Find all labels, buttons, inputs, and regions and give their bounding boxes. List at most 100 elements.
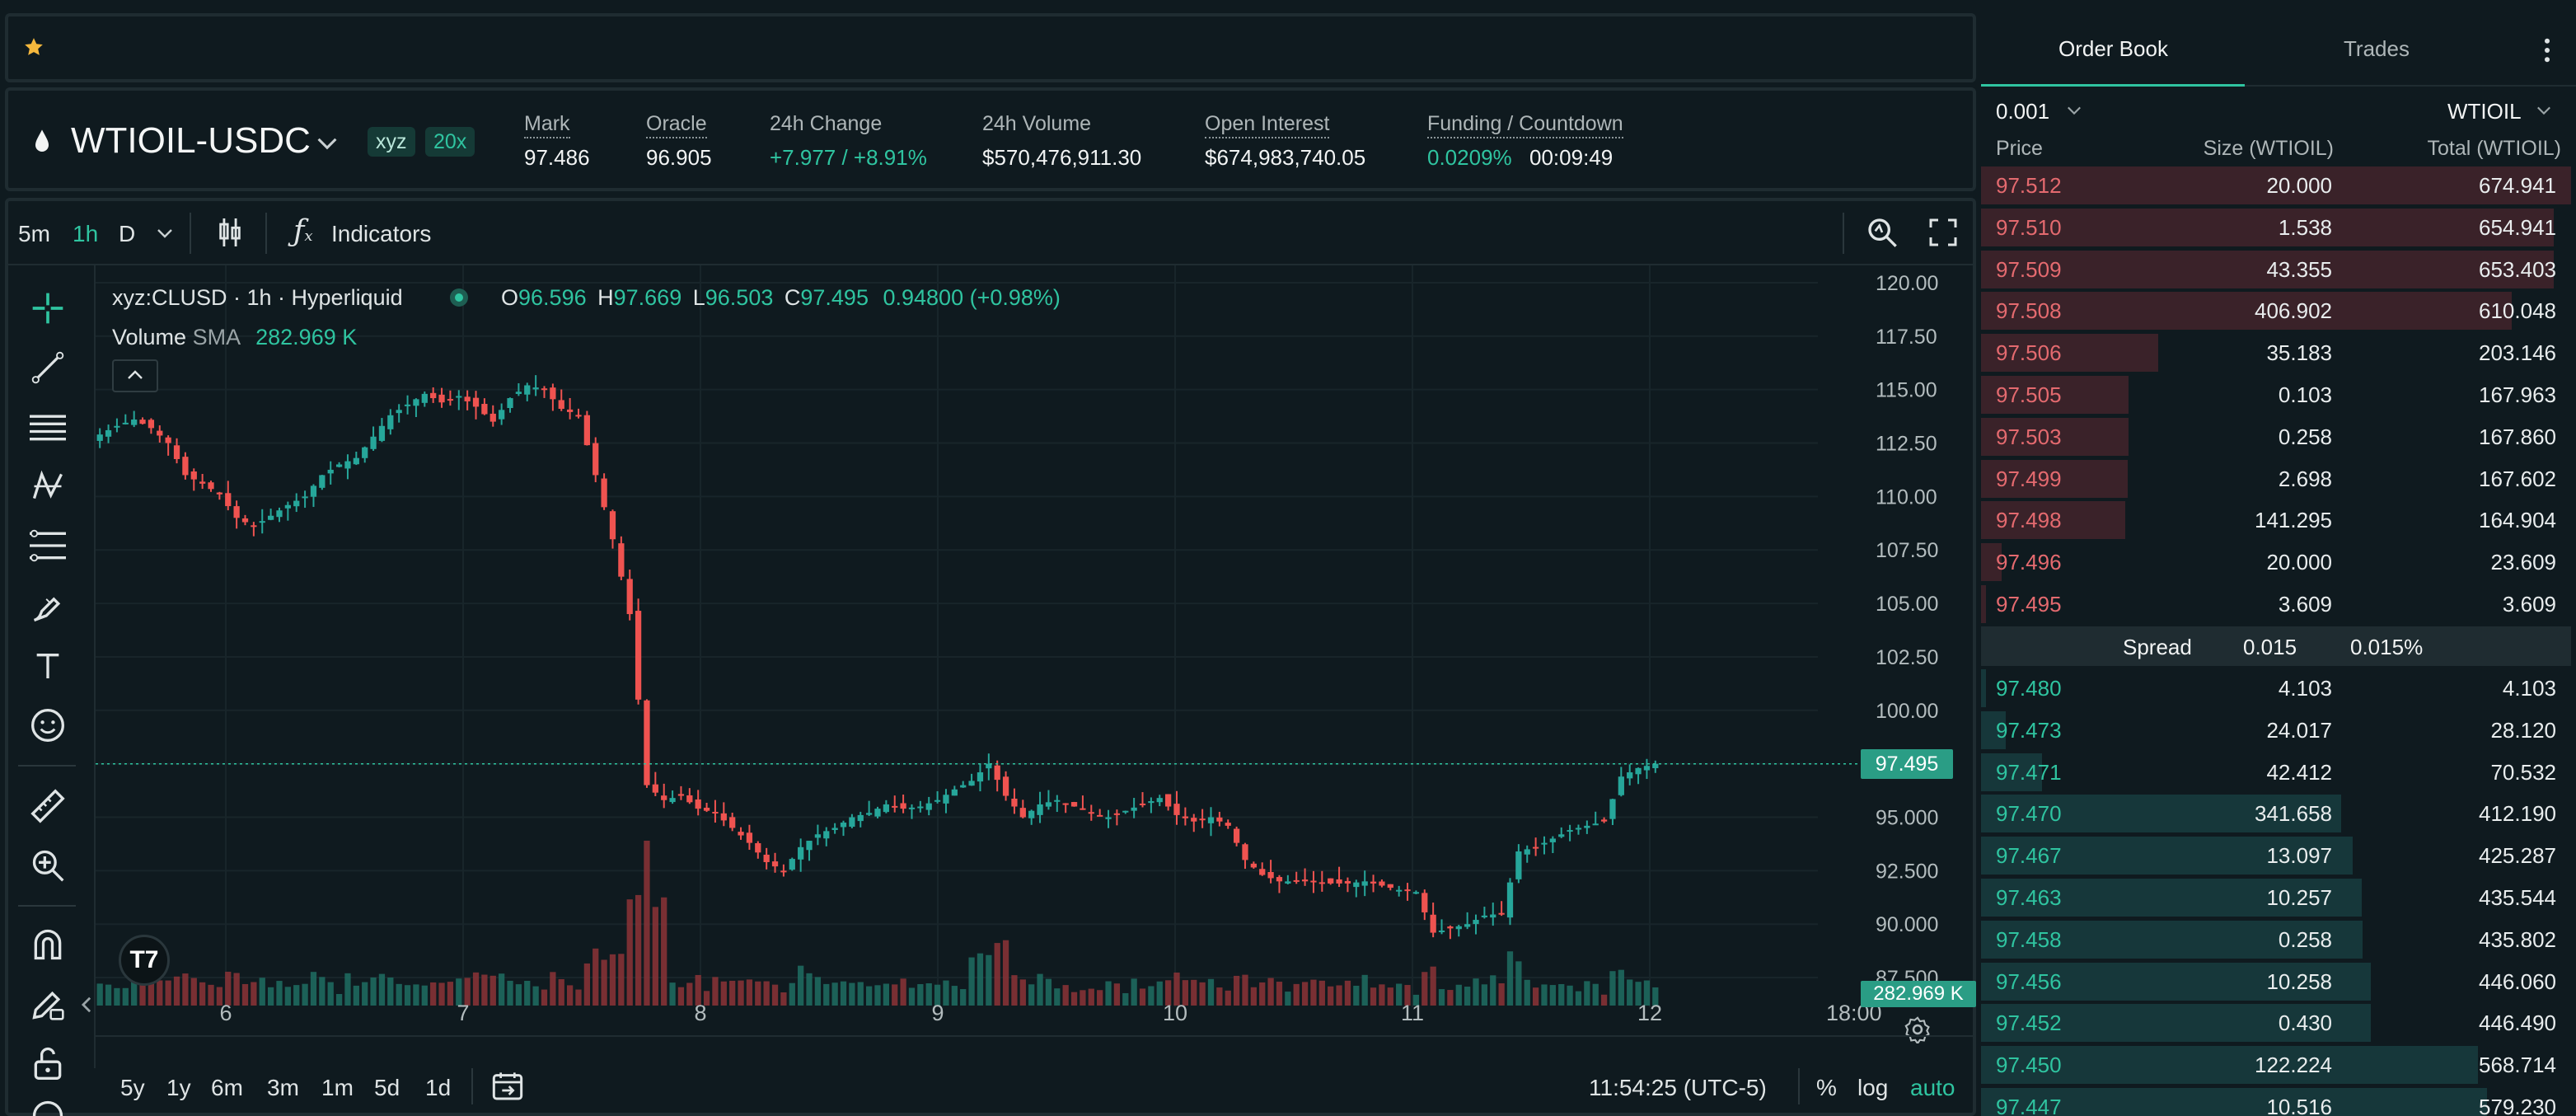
- ask-row[interactable]: 97.498 141.295 164.904: [1981, 499, 2571, 541]
- pattern-icon[interactable]: [25, 463, 71, 509]
- market-symbol[interactable]: WTIOIL-USDC: [71, 120, 311, 161]
- range-1d[interactable]: 1d: [425, 1075, 452, 1100]
- emoji-icon[interactable]: [25, 702, 71, 748]
- pencil-lock-icon[interactable]: [25, 981, 71, 1027]
- indicators-icon[interactable]: ƒx: [293, 214, 313, 248]
- bid-row[interactable]: 97.467 13.097 425.287: [1981, 835, 2571, 876]
- volume-bar: [1233, 975, 1240, 1006]
- crosshair-tool[interactable]: [25, 285, 71, 331]
- chart-clock[interactable]: 11:54:25 (UTC-5): [1589, 1075, 1767, 1100]
- ask-row[interactable]: 97.506 35.183 203.146: [1981, 332, 2571, 373]
- candle-style-icon[interactable]: [216, 216, 244, 249]
- eye-icon[interactable]: [25, 1093, 71, 1116]
- chevron-left-icon[interactable]: [81, 996, 92, 1014]
- candle-body: [1473, 920, 1479, 925]
- tab-trades[interactable]: Trades: [2344, 36, 2410, 61]
- more-options-icon[interactable]: [2543, 38, 2551, 63]
- log-scale-toggle[interactable]: log: [1857, 1075, 1889, 1100]
- interval-1h[interactable]: 1h: [73, 221, 99, 246]
- depth-bar: [1981, 543, 2002, 582]
- ask-row[interactable]: 97.503 0.258 167.860: [1981, 416, 2571, 457]
- order-total: 654.941: [2479, 214, 2556, 240]
- candle-body: [362, 447, 368, 458]
- text-tool-icon[interactable]: [25, 643, 71, 689]
- interval-5m[interactable]: 5m: [18, 221, 50, 246]
- candle-body: [225, 493, 232, 507]
- chevron-down-icon[interactable]: [316, 137, 338, 150]
- candle-body: [532, 387, 539, 390]
- ask-row[interactable]: 97.496 20.000 23.609: [1981, 542, 2571, 583]
- bid-row[interactable]: 97.470 341.658 412.190: [1981, 793, 2571, 834]
- order-total: 167.602: [2479, 466, 2556, 491]
- trendline-icon[interactable]: [25, 345, 71, 391]
- horizontal-lines-icon[interactable]: [25, 404, 71, 450]
- candle-body: [1259, 869, 1266, 875]
- volume-bar: [122, 987, 129, 1006]
- fullscreen-icon[interactable]: [1928, 218, 1958, 247]
- bid-row[interactable]: 97.480 4.103 4.103: [1981, 668, 2571, 709]
- chevron-down-icon[interactable]: [2536, 106, 2551, 115]
- candle-body: [1285, 881, 1291, 884]
- range-6m[interactable]: 6m: [211, 1075, 243, 1100]
- range-3m[interactable]: 3m: [267, 1075, 299, 1100]
- range-1y[interactable]: 1y: [166, 1075, 191, 1100]
- range-5y[interactable]: 5y: [120, 1075, 145, 1100]
- order-size: 35.183: [2266, 340, 2332, 366]
- candle-body: [1054, 799, 1061, 802]
- indicators-button[interactable]: Indicators: [331, 221, 432, 246]
- zoom-in-icon[interactable]: [25, 842, 71, 889]
- brush-icon[interactable]: [25, 584, 71, 630]
- order-size: 0.258: [2278, 926, 2332, 952]
- volume-sma-value: 282.969 K: [255, 325, 358, 349]
- unlock-icon[interactable]: [25, 1040, 71, 1086]
- ask-row[interactable]: 97.509 43.355 653.403: [1981, 249, 2571, 290]
- volume-bar: [251, 982, 257, 1006]
- interval-d[interactable]: D: [119, 221, 136, 246]
- y-tick-label: 117.50: [1876, 326, 1937, 349]
- tab-order-book[interactable]: Order Book: [2058, 36, 2168, 61]
- volume-bar: [1498, 983, 1505, 1006]
- percent-scale-toggle[interactable]: %: [1816, 1075, 1837, 1100]
- volume-bar: [1105, 981, 1112, 1006]
- auto-scale-toggle[interactable]: auto: [1910, 1075, 1955, 1100]
- bid-row[interactable]: 97.450 122.224 568.714: [1981, 1044, 2571, 1086]
- calendar-range-icon[interactable]: [491, 1070, 524, 1103]
- zoom-search-icon[interactable]: [1866, 216, 1899, 249]
- candle-body: [413, 399, 419, 406]
- candle-body: [669, 798, 676, 803]
- ruler-icon[interactable]: [25, 783, 71, 829]
- order-price: 97.456: [1996, 968, 2062, 994]
- magnet-icon[interactable]: [25, 921, 71, 968]
- fib-retracement-icon[interactable]: [25, 523, 71, 569]
- interval-chevron-icon[interactable]: [157, 227, 173, 239]
- bid-row[interactable]: 97.471 42.412 70.532: [1981, 752, 2571, 793]
- bid-row[interactable]: 97.447 10.516 579.230: [1981, 1086, 2571, 1116]
- chart-settings-icon[interactable]: [1904, 1015, 1932, 1043]
- bid-row[interactable]: 97.456 10.258 446.060: [1981, 961, 2571, 1002]
- chevron-down-icon[interactable]: [2067, 106, 2082, 115]
- ask-row[interactable]: 97.512 20.000 674.941: [1981, 165, 2571, 206]
- bid-row[interactable]: 97.458 0.258 435.802: [1981, 919, 2571, 960]
- volume-bar: [1011, 975, 1018, 1006]
- star-icon[interactable]: [23, 36, 44, 58]
- tick-size-select[interactable]: 0.001: [1996, 99, 2050, 124]
- ask-row[interactable]: 97.510 1.538 654.941: [1981, 207, 2571, 248]
- bid-row[interactable]: 97.452 0.430 446.490: [1981, 1002, 2571, 1043]
- ask-row[interactable]: 97.505 0.103 167.963: [1981, 374, 2571, 415]
- unit-select[interactable]: WTIOIL: [2447, 99, 2522, 124]
- leverage-badge[interactable]: 20x: [425, 127, 475, 157]
- ask-row[interactable]: 97.508 406.902 610.048: [1981, 290, 2571, 331]
- volume-bar: [1207, 978, 1215, 1006]
- bid-row[interactable]: 97.463 10.257 435.544: [1981, 877, 2571, 918]
- tradingview-logo-icon[interactable]: T7: [119, 935, 170, 986]
- ask-row[interactable]: 97.495 3.609 3.609: [1981, 584, 2571, 625]
- range-5d[interactable]: 5d: [374, 1075, 400, 1100]
- bid-row[interactable]: 97.473 24.017 28.120: [1981, 710, 2571, 751]
- volume-bar: [977, 953, 984, 1006]
- collapse-legend-button[interactable]: [112, 359, 158, 392]
- volume-bar: [1575, 991, 1582, 1006]
- price-chart[interactable]: 120.00 117.50 115.00 112.50 110.00 107.50 105.…: [96, 265, 1976, 1035]
- ask-row[interactable]: 97.499 2.698 167.602: [1981, 458, 2571, 499]
- volume-bar: [1404, 985, 1411, 1006]
- range-1m[interactable]: 1m: [321, 1075, 354, 1100]
